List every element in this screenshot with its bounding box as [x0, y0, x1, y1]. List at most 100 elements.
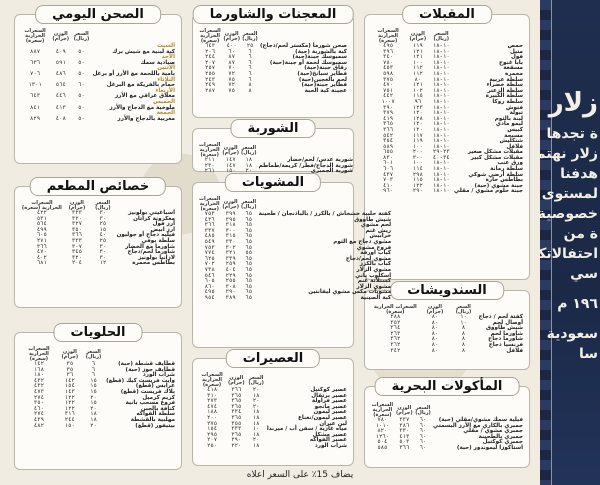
calories-cell: ٥٩٨ [383, 70, 394, 77]
column-header: السعر (ريال) [248, 374, 264, 386]
table-row: كنافة بالجبن ٢٠ ١٢٢ ٤٦٠ [20, 405, 176, 413]
item-name: مشوي دجاج مع الثوم [333, 238, 392, 245]
item-name: فلافل [506, 143, 523, 150]
table-row: شيش طاووق ٨ ٨٠ ٣٦٤ [370, 326, 524, 332]
table-row: الخميس [20, 99, 176, 106]
column-header: السعر (ريال) [242, 30, 258, 42]
table-row: الجمعة [20, 111, 176, 117]
item-name: استاكوزا ليموندور (حبة) [456, 444, 523, 451]
weight-cell: ٣٢١ [225, 250, 236, 257]
column-header: الوزن (جرام) [222, 144, 240, 156]
item-name: مشويات مكس مشوي ليفانتين [308, 289, 392, 296]
seafood-table: السعر (ريال) الوزن (جرام) السعرات الحرارية… [370, 403, 524, 452]
price-cell: ١٥ [90, 383, 97, 390]
price-cell: ٥٠ [78, 93, 85, 100]
item-name: لحم بالعجين(حبة) [298, 76, 347, 83]
weight-cell: ٨٧ [228, 54, 236, 61]
table-row: مهلبية بالقشطة ١٨ ٢٤٤ ٤٣٩ [20, 416, 176, 424]
header-item [258, 197, 393, 212]
weight-cell: ٨٠ [431, 325, 439, 332]
item-name: مغربية بالدجاج والأرز [117, 115, 175, 122]
item-name: مقبلات مشكل كبير [470, 154, 523, 161]
weight-cell: ٤٨٦ [55, 70, 66, 77]
weight-cell: ٣٤٥ [71, 249, 82, 256]
weight-cell: ٨٠ [414, 76, 422, 83]
calories-cell: ٦٠١ [383, 160, 394, 167]
table-row: اسكلوب باني ٦٥ ٢٢٩ ٥٤٦ [198, 273, 392, 280]
item-name: فيليه دجاج أو جوليون [116, 232, 175, 239]
price-cell: ٣٠ [99, 215, 107, 222]
price-cell: ١٠-١٨ [432, 138, 450, 145]
price-cell: ١٠-١٨ [432, 132, 450, 139]
price-cell: ٥٠ [78, 104, 85, 111]
weight-cell: ١١٤ [412, 166, 423, 173]
item-name: عصير برتقال [311, 392, 347, 399]
price-cell: ٦٥ [245, 222, 253, 229]
table-row: فلافل ٨ ٨٠ ٣٤٢ [370, 348, 524, 355]
table-row: عصير ليمون/نعناع ١٨ ٣٦٥ ٢٠٠ [198, 415, 348, 422]
item-name: كستلاتة غنم [357, 278, 392, 285]
weight-cell: ٣٠٢ [225, 244, 236, 251]
weight-cell: ١٢٠ [412, 110, 423, 117]
calories-cell: ٦٣٦ [30, 59, 41, 66]
item-name: شراب الورد [314, 442, 347, 449]
weight-cell: ٣٦٥ [231, 398, 242, 405]
table-row: ريش غنم ٦٥ ٣٠٠ ٣٣٧ [198, 228, 392, 235]
calories-cell: ١٤٢ [33, 361, 44, 367]
item-name: كبيس [507, 126, 523, 133]
item-name: شنكليش [499, 138, 523, 145]
calories-cell: ٤٦٠ [33, 405, 44, 412]
calories-cell: ٤٣٩ [33, 416, 44, 423]
table-row: كبة لبنية مع شيش برك ٥٠ ٤٠٩ ٨٨٧ [20, 49, 176, 56]
price-cell: ٢٠ [245, 168, 253, 175]
price-cell: ١٠-١٨ [432, 110, 450, 117]
calories-cell: ٧٣٨ [204, 266, 215, 273]
weight-cell: ١٠٠ [412, 59, 423, 66]
table-row: فيليه دجاج أو جوليون ٤٠ ٣٦٦ ٦٠٥ [20, 233, 176, 239]
table-row: عرايس (قطع) ١٥ ١٥٤ ٤٣٢ [20, 384, 176, 390]
calories-cell: ٢٩٥ [206, 431, 218, 438]
table-row: حمص ١٠-١٨ ١١٩ ٤٩٥ [370, 43, 524, 50]
weight-cell: ٤٠٤ [225, 266, 236, 273]
calories-cell: ٢٧٤ [33, 394, 44, 401]
item-name: سلطة روكا [492, 98, 523, 105]
calories-cell: ٧٠٢ [204, 261, 215, 268]
item-name: محمرة [504, 70, 523, 77]
calories-cell: ٢٠٧ [206, 437, 218, 444]
day-label: الاثنين [157, 65, 175, 72]
calories-cell: ٣٦٤ [390, 325, 401, 332]
item-name: ملوخية مع الدجاج والأرز [109, 104, 176, 111]
calories-cell: ٣١٠ [206, 392, 218, 399]
header-item [258, 143, 355, 158]
table-row: الاثنين [20, 66, 176, 72]
price-cell: ٦٥ [245, 283, 253, 290]
calories-cell: ٨٢٩ [30, 115, 41, 122]
item-name: صحن شورما (مكستر لحم/دجاج) [260, 43, 347, 49]
price-cell: ١٠-١٨ [432, 115, 450, 122]
calories-cell: ٣٨٨ [390, 314, 401, 320]
item-name: مسبحة [504, 132, 523, 139]
table-row: شوربة عدس/ لحم/خضار ١٨ ١٤٧ ٢١١ [198, 157, 354, 164]
table-header-row: السعر (ريال) الوزن (جرام) السعرات الحرارية… [370, 305, 524, 315]
item-name: فروع مسحب بانية [125, 400, 175, 407]
price-cell: ٢٥ [246, 43, 254, 49]
item-name: سلطة بوفي [141, 237, 175, 244]
item-name: شوربة الجمبري [310, 168, 354, 175]
item-name: لازانيا بولونيز [138, 254, 175, 261]
weight-cell: ٦٠ [228, 48, 236, 55]
price-cell: ٢٠ [90, 422, 97, 429]
calories-cell: ٢٧٣ [206, 398, 218, 405]
column-header: الوزن (جرام) [61, 348, 79, 360]
item-name: جمبري كوكتيل [482, 439, 523, 446]
weight-cell: ٨٠ [431, 341, 439, 348]
calories-cell: ٤٣٧ [383, 171, 394, 178]
price-cell: ١٠-١٨ [432, 82, 450, 89]
price-cell: ٦ [91, 372, 96, 379]
calories-cell: ٢١١ [204, 157, 215, 163]
weight-cell: ١٢٠ [412, 126, 423, 133]
calories-cell: ٥٤٢ [383, 132, 394, 139]
item-name: اسباغيتي بولونيز [128, 210, 175, 216]
column-header: السعرات الحرارية (سعرة) [198, 142, 221, 158]
weight-cell: ٣٣٠ [399, 428, 410, 435]
soups-section: الشوربة السعر (ريال) الوزن (جرام) السعرات … [192, 119, 355, 175]
